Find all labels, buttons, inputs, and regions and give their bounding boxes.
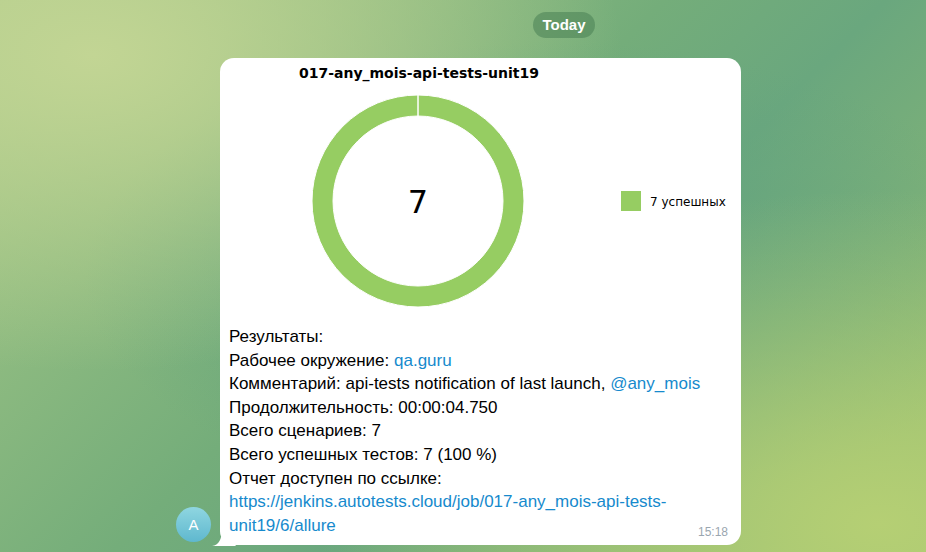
legend-swatch: [621, 191, 641, 211]
line-label: Комментарий:: [229, 374, 341, 393]
line-label: Продолжительность:: [229, 398, 394, 417]
center-label: 7: [408, 183, 428, 221]
legend-label: 7 успешных: [650, 195, 726, 209]
chart-svg: 017-any_mois-api-tests-unit19 7 7 успешных: [0, 0, 926, 552]
message-line: Комментарий: api-tests notification of l…: [229, 372, 735, 396]
donut-slice: [312, 95, 524, 307]
line-label: Отчет доступен по ссылке:: [229, 469, 442, 488]
message-line: Всего успешных тестов: 7 (100 %): [229, 443, 735, 467]
message-line: Продолжительность: 00:00:04.750: [229, 396, 735, 420]
message-time: 15:18: [698, 525, 728, 539]
line-link[interactable]: https://jenkins.autotests.cloud/job/017-…: [229, 492, 667, 535]
line-label: Рабочее окружение:: [229, 351, 389, 370]
message-line: Всего сценариев: 7: [229, 419, 735, 443]
message-text: Результаты:Рабочее окружение: qa.guruКом…: [229, 325, 735, 537]
donut-slices: [312, 95, 524, 307]
date-pill: Today: [533, 12, 595, 38]
message-line: Отчет доступен по ссылке: https://jenkin…: [229, 467, 735, 538]
line-value: 00:00:04.750: [398, 398, 497, 417]
line-value: 7: [372, 421, 381, 440]
sender-avatar[interactable]: A: [176, 507, 211, 542]
line-label: Всего сценариев:: [229, 421, 367, 440]
line-label: Результаты:: [229, 327, 323, 346]
line-link[interactable]: qa.guru: [394, 351, 452, 370]
line-value: api-tests notification of last launch,: [346, 374, 606, 393]
chart-title: 017-any_mois-api-tests-unit19: [299, 65, 539, 82]
line-value: 7 (100 %): [423, 445, 497, 464]
line-mention[interactable]: @any_mois: [610, 374, 700, 393]
line-label: Всего успешных тестов:: [229, 445, 419, 464]
message-line: Результаты:: [229, 325, 735, 349]
message-line: Рабочее окружение: qa.guru: [229, 349, 735, 373]
